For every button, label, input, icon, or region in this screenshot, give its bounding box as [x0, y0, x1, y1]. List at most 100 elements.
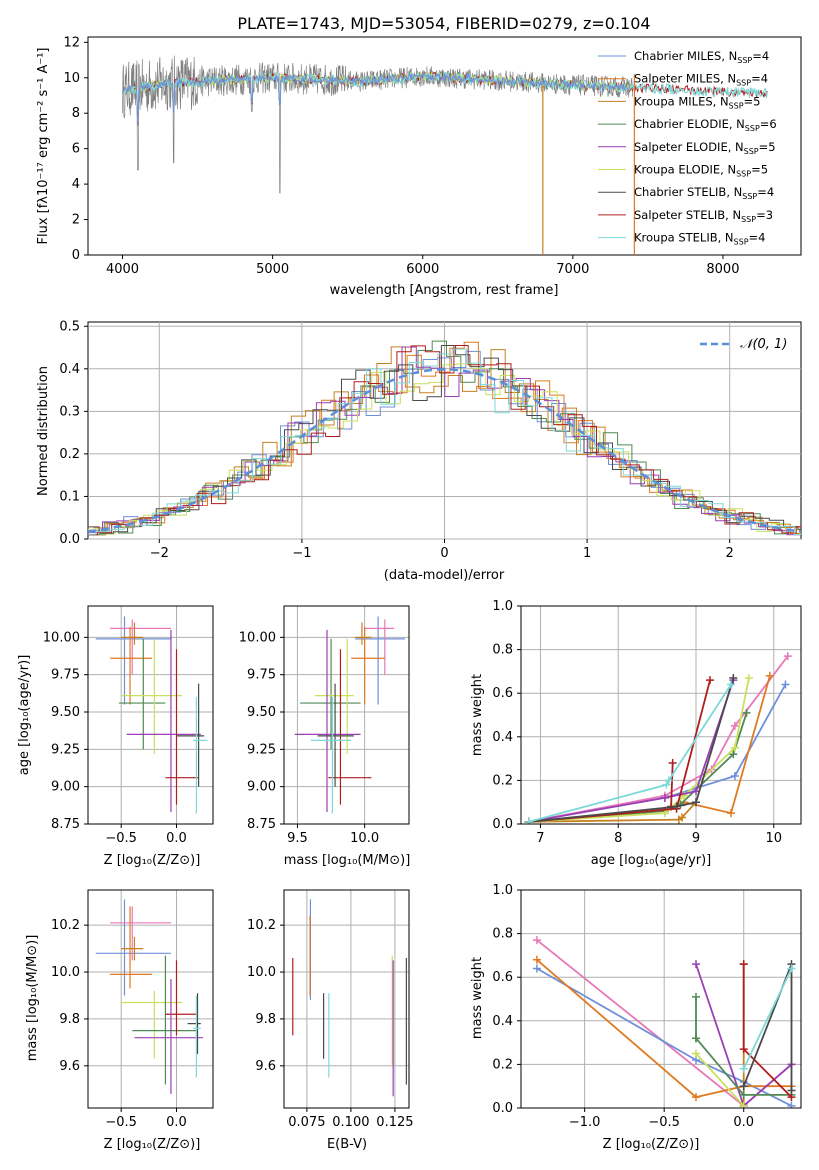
- xtick-label: −1.0: [569, 1115, 601, 1130]
- spectrum-legend-item: Salpeter STELIB, NSSP=3: [598, 208, 773, 224]
- residuals-legend: 𝒩(0, 1): [700, 337, 787, 352]
- ytick-label: 9.50: [247, 705, 276, 720]
- errorbar-point-chabrier_elodie: [300, 638, 361, 750]
- legend-label: Chabrier MILES, NSSP=4: [634, 49, 769, 65]
- errorbar-point-pink: [364, 619, 395, 675]
- ytick-label: 9.00: [247, 780, 276, 795]
- errorbar-point-kroupa_stelib: [310, 697, 352, 814]
- series-marker-pink: [532, 936, 541, 945]
- frame: [87, 889, 214, 1109]
- errorbar-point-pink: [110, 619, 171, 675]
- series-marker-chabrier_elodie: [742, 708, 751, 717]
- marks: [532, 936, 796, 1108]
- xtick-label: 9: [692, 831, 700, 846]
- mass-vs-ebv-xlabel: E(B-V): [327, 1137, 367, 1152]
- xtick-label: −0.5: [105, 831, 137, 846]
- spectrum-legend-item: Kroupa MILES, NSSP=5: [598, 94, 760, 110]
- residuals-hist-chabrier_elodie: [90, 340, 801, 536]
- spectrum-ticks: 4000 5000 6000 7000 8000 0 2 4 6 8 10 12: [63, 35, 739, 277]
- errorbar-point-salpeter_elodie: [134, 979, 204, 1094]
- errorbar-point-kroupa_stelib: [193, 697, 208, 814]
- residuals-histograms: [88, 340, 801, 536]
- marks: [292, 899, 407, 1097]
- spectrum-legend: Chabrier MILES, NSSP=4 Salpeter MILES, NS…: [598, 49, 777, 247]
- series-marker-pink: [730, 721, 739, 730]
- series-marker-salpeter_stelib_b: [668, 758, 677, 767]
- residuals-normal-curve: [88, 368, 801, 533]
- ytick-label: 9.50: [51, 705, 80, 720]
- ytick-label: 9.6: [59, 1059, 80, 1074]
- residuals-xtick-label: 1: [583, 546, 591, 561]
- spectrum-xtick-label: 5000: [256, 262, 289, 277]
- legend-label: Salpeter MILES, NSSP=4: [634, 72, 768, 88]
- age-vs-z-panel: −0.5 0.0 8.75 9.00 9.25 9.50 9.75 10.00: [43, 605, 214, 846]
- series-marker-chabrier_stelib: [739, 1082, 748, 1091]
- xtick-label: 0.100: [332, 1115, 369, 1130]
- series-line-chabrier_miles: [536, 967, 792, 1107]
- residuals-xlabel: (data-model)/error: [384, 568, 505, 583]
- mw-vs-age-ylabel: mass weight: [470, 674, 485, 756]
- series-marker-salpeter_elodie: [660, 793, 669, 802]
- spectrum-xtick-label: 4000: [106, 262, 139, 277]
- residuals-ytick-label: 0.0: [59, 532, 80, 547]
- series-marker-kroupa_stelib: [787, 964, 796, 973]
- errorbar-point-salpeter_elodie: [126, 629, 201, 813]
- spectrum-ytick-label: 12: [63, 35, 80, 50]
- series-marker-salpeter_elodie: [692, 960, 700, 969]
- ytick-label: 0.2: [492, 1057, 513, 1072]
- spectrum-ytick-label: 0: [72, 248, 80, 263]
- ytick-label: 0.4: [492, 1014, 513, 1029]
- residuals-xtick-label: 0: [440, 546, 448, 561]
- series-marker-kroupa_stelib: [739, 1064, 748, 1073]
- series-marker-chabrier_miles: [532, 964, 541, 973]
- errorbar-point-pink: [110, 906, 171, 961]
- series-marker-kroupa_elodie: [739, 1101, 748, 1108]
- series-marker-salpeter_miles: [532, 955, 541, 964]
- residuals-ticks: −2 −1 0 1 2 0.0 0.1 0.2 0.3 0.4 0.5: [59, 319, 734, 561]
- errorbar-point-kroupa_miles: [121, 622, 144, 645]
- ytick-label: 8.75: [247, 817, 276, 832]
- spectrum-ytick-label: 2: [72, 213, 80, 228]
- ytick-label: 9.25: [247, 742, 276, 757]
- errorbar-point-chabrier_stelib: [187, 993, 201, 1055]
- series-marker-kroupa_stelib: [524, 817, 533, 824]
- series-marker-chabrier_stelib: [729, 673, 738, 682]
- ytick-label: 10.00: [239, 630, 276, 645]
- frame: [520, 605, 802, 825]
- series-line-chabrier_stelib: [528, 677, 735, 823]
- series-line-salpeter_stelib: [528, 679, 711, 823]
- xtick-label: 9.5: [287, 831, 308, 846]
- series-line-chabrier_miles: [528, 684, 787, 823]
- grid: [284, 890, 409, 1108]
- series-marker-salpeter_miles: [692, 1093, 700, 1102]
- series-marker-kroupa_stelib: [664, 776, 673, 785]
- frame: [283, 605, 410, 825]
- legend-label: Kroupa ELODIE, NSSP=5: [634, 163, 768, 179]
- xtick-label: 8: [614, 831, 622, 846]
- residuals-hist-salpeter_stelib: [88, 345, 801, 536]
- spectrum-legend-item: Kroupa ELODIE, NSSP=5: [598, 163, 768, 179]
- ytick-label: 9.6: [255, 1059, 276, 1074]
- spectrum-legend-item: Salpeter MILES, NSSP=4: [598, 72, 768, 88]
- age-vs-z-ylabel: age [log₁₀(age/yr)]: [17, 655, 32, 776]
- ytick-label: 0.0: [492, 817, 513, 832]
- ytick-label: 8.75: [51, 817, 80, 832]
- frame: [87, 605, 214, 825]
- spectrum-xlabel: wavelength [Angstrom, rest frame]: [330, 283, 559, 298]
- mw-vs-z-xlabel: Z [log₁₀(Z/Z⊙)]: [603, 1137, 700, 1152]
- series-line-kroupa_miles: [528, 801, 697, 823]
- series-line-chabrier_elodie: [695, 996, 792, 1096]
- residuals-xtick-label: 2: [726, 546, 734, 561]
- errorbar-point-kroupa_elodie: [314, 638, 354, 754]
- spectrum-ytick-label: 6: [72, 142, 80, 157]
- series-marker-chabrier_elodie: [739, 1090, 748, 1099]
- spectrum-xtick-label: 7000: [556, 262, 589, 277]
- xtick-label: −0.5: [648, 1115, 680, 1130]
- spectrum-ytick-label: 8: [72, 106, 80, 121]
- ytick-label: 9.8: [255, 1012, 276, 1027]
- errorbar-point-salpeter_elodie: [294, 629, 361, 813]
- ytick-label: 1.0: [492, 883, 513, 898]
- series-marker-chabrier_stelib: [672, 802, 681, 811]
- frame: [520, 889, 802, 1109]
